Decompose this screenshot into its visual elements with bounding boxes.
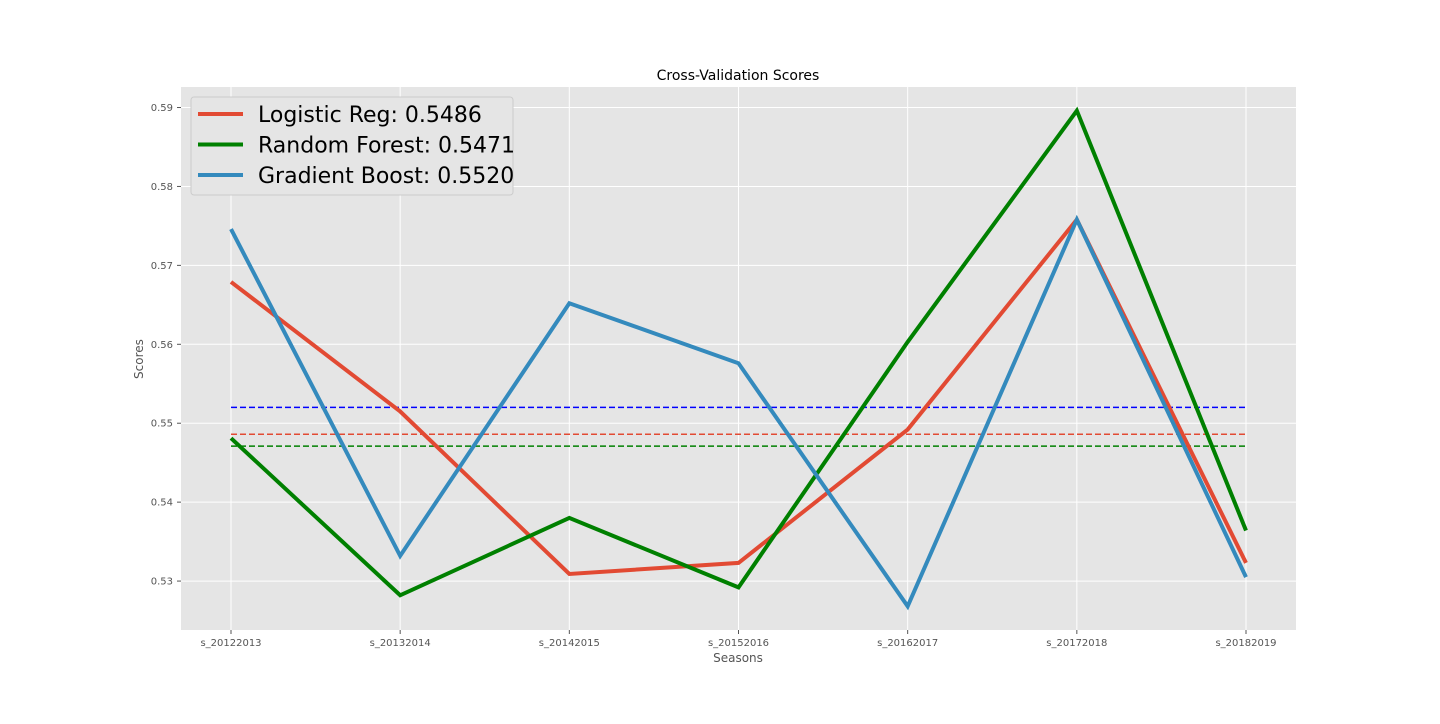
chart-title: Cross-Validation Scores — [657, 68, 820, 84]
x-tick-label: s_20182019 — [1215, 638, 1276, 649]
series-line — [229, 106, 1248, 598]
legend-box — [190, 96, 514, 196]
x-tick-label: s_20132014 — [370, 638, 431, 649]
y-tick-label: 0.56 — [151, 340, 173, 351]
series-lines — [229, 106, 1248, 611]
x-tick-label: s_20122013 — [200, 638, 261, 649]
y-tick-label: 0.53 — [151, 577, 173, 588]
y-tick-label: 0.55 — [151, 419, 173, 430]
legend: Logistic Reg: 0.5486 Random Forest: 0.547… — [190, 96, 515, 196]
x-tick-label: s_20152016 — [708, 638, 769, 649]
y-tick-label: 0.54 — [151, 498, 173, 509]
legend-label: Gradient Boost: 0.5520 — [258, 164, 514, 189]
series-line — [229, 214, 1248, 611]
x-axis-title: Seasons — [713, 651, 763, 665]
mean-lines — [231, 406, 1246, 447]
x-tick-label: s_20172018 — [1046, 638, 1107, 649]
legend-label: Random Forest: 0.5471 — [258, 134, 515, 159]
x-tick-label: s_20142015 — [539, 638, 600, 649]
y-axis-title: Scores — [132, 339, 146, 379]
legend-label: Logistic Reg: 0.5486 — [258, 103, 482, 128]
y-tick-label: 0.58 — [151, 182, 173, 193]
axis-ticks: 0.53 0.54 0.55 0.56 0.57 0.58 0.59 s_20122013 s_… — [151, 103, 1277, 649]
y-tick-label: 0.57 — [151, 261, 173, 272]
x-tick-label: s_20162017 — [877, 638, 938, 649]
y-tick-label: 0.59 — [151, 103, 173, 114]
